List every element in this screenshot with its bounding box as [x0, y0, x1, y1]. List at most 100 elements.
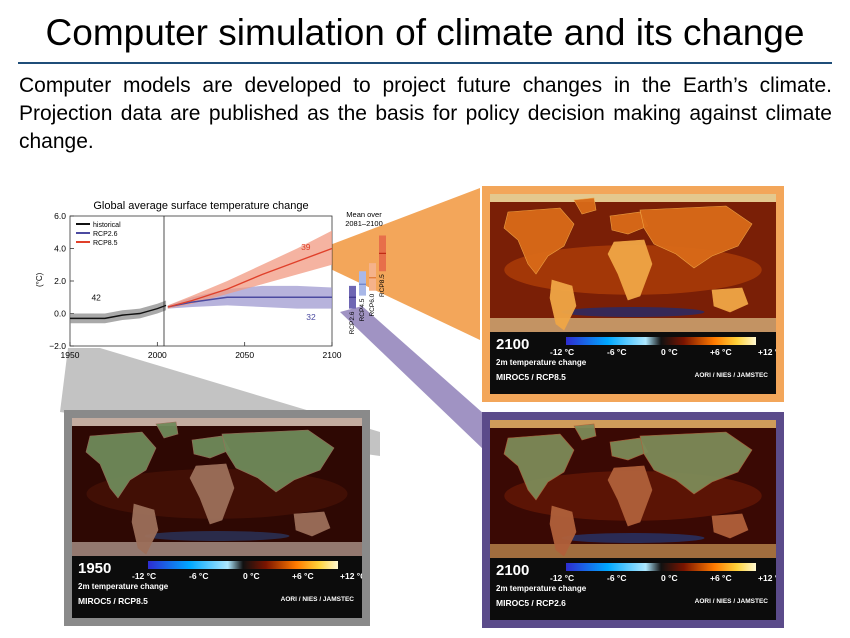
mean-bar-label: RCP8.5: [379, 274, 386, 297]
colorbar-ticks: -12 °C -6 °C 0 °C +6 °C +12 °C: [550, 573, 776, 585]
model-count-label: 39: [301, 242, 311, 252]
southern-ocean-cold-patch: [561, 307, 705, 317]
continent-south-america: [131, 503, 159, 555]
colorbar-tick: 0 °C: [243, 571, 260, 581]
colorbar-tick: -12 °C: [132, 571, 157, 581]
wedge-to-rcp85-map: [322, 188, 480, 340]
map-area: 2100 -12 °C -6 °C 0 °C +6 °C +12 °C 2m t…: [490, 194, 776, 394]
map-area: 2100 -12 °C -6 °C 0 °C +6 °C +12 °C 2m t…: [490, 420, 776, 620]
southern-ocean-cold-patch: [144, 531, 290, 541]
continent-asia: [221, 429, 335, 493]
mean-panel-period: 2081–2100: [345, 219, 383, 228]
colorbar-tick: +6 °C: [292, 571, 314, 581]
continent-africa: [189, 463, 235, 525]
line-rcp85: [167, 247, 333, 308]
continent-europe: [191, 435, 231, 459]
continent-asia: [639, 431, 753, 495]
world-map: [490, 420, 776, 558]
y-tick-label: 6.0: [54, 211, 66, 221]
line-rcp26: [167, 296, 332, 308]
continent-australia: [711, 287, 749, 313]
world-map: [490, 194, 776, 332]
map-panel-2100-rcp26: 2100 -12 °C -6 °C 0 °C +6 °C +12 °C 2m t…: [482, 412, 784, 628]
colorbar-tick: 0 °C: [661, 573, 678, 583]
colorbar-tick: -6 °C: [607, 347, 627, 357]
map-model: MIROC5 / RCP2.6: [496, 598, 566, 608]
x-tick-label: 2050: [235, 350, 254, 360]
colorbar: [148, 561, 338, 569]
map-organizations: AORI / NIES / JAMSTEC: [280, 596, 354, 603]
map-year: 1950: [78, 560, 112, 577]
continent-south-america: [549, 505, 577, 557]
y-tick-label: −2.0: [49, 341, 66, 351]
map-subtitle: 2m temperature change: [496, 584, 587, 593]
map-panel-2100-rcp85: 2100 -12 °C -6 °C 0 °C +6 °C +12 °C 2m t…: [482, 186, 784, 402]
continent-australia: [293, 511, 331, 537]
map-organizations: AORI / NIES / JAMSTEC: [694, 372, 768, 379]
colorbar-tick: +12 °C: [758, 573, 776, 583]
x-tick-label: 2100: [323, 350, 342, 360]
continent-south-america: [549, 279, 577, 331]
antarctic-region: [72, 542, 362, 556]
y-axis-label: (°C): [35, 272, 44, 287]
continent-europe: [609, 211, 649, 235]
map-model: MIROC5 / RCP8.5: [496, 372, 566, 382]
wedge-to-rcp26-map: [340, 306, 484, 450]
colorbar-tick: +12 °C: [340, 571, 362, 581]
colorbar-tick: -6 °C: [607, 573, 627, 583]
y-tick-label: 4.0: [54, 244, 66, 254]
arctic-region: [72, 418, 362, 426]
colorbar-tick: -12 °C: [550, 573, 575, 583]
model-count-label: 42: [91, 293, 101, 303]
band-rcp85: [167, 230, 332, 309]
map-year: 2100: [496, 336, 530, 353]
map-subtitle: 2m temperature change: [78, 582, 169, 591]
map-legend: 2100 -12 °C -6 °C 0 °C +6 °C +12 °C 2m t…: [490, 558, 776, 620]
temperature-chart: Global average surface temperature chang…: [35, 200, 386, 360]
continent-africa: [607, 239, 653, 301]
map-subtitle: 2m temperature change: [496, 358, 587, 367]
mean-range-bar: [359, 271, 366, 296]
arctic-region: [490, 420, 776, 428]
map-legend: 2100 -12 °C -6 °C 0 °C +6 °C +12 °C 2m t…: [490, 332, 776, 394]
legend-entry: RCP2.6: [93, 231, 118, 238]
mean-bar-label: RCP6.0: [369, 293, 376, 316]
intro-paragraph: Computer models are developed to project…: [19, 74, 832, 153]
continent-greenland: [573, 197, 597, 215]
colorbar-tick: +6 °C: [710, 573, 732, 583]
mean-panel-title: Mean over: [346, 210, 382, 219]
colorbar: [566, 563, 756, 571]
map-year: 2100: [496, 562, 530, 579]
continent-asia: [639, 205, 753, 269]
continent-africa: [607, 465, 653, 527]
map-area: 1950 -12 °C -6 °C 0 °C +6 °C +12 °C 2m t…: [72, 418, 362, 618]
slide-title: Computer simulation of climate and its c…: [45, 12, 805, 53]
continent-north-america: [503, 207, 575, 275]
legend-entry: RCP8.5: [93, 240, 118, 247]
colorbar-tick: +12 °C: [758, 347, 776, 357]
y-tick-label: 2.0: [54, 276, 66, 286]
antarctic-region: [490, 544, 776, 558]
southern-ocean-cold-patch: [561, 533, 705, 543]
continent-north-america: [85, 431, 157, 499]
map-organizations: AORI / NIES / JAMSTEC: [694, 598, 768, 605]
colorbar-tick: -12 °C: [550, 347, 575, 357]
band-historical: [70, 300, 167, 324]
colorbar-ticks: -12 °C -6 °C 0 °C +6 °C +12 °C: [550, 347, 776, 359]
continent-europe: [609, 437, 649, 461]
colorbar-tick: 0 °C: [661, 347, 678, 357]
model-count-label: 32: [306, 312, 316, 322]
colorbar-tick: -6 °C: [189, 571, 209, 581]
chart-title: Global average surface temperature chang…: [93, 200, 308, 212]
arctic-region: [490, 194, 776, 202]
line-historical: [70, 304, 167, 320]
continent-greenland: [573, 423, 597, 441]
plot-area: [69, 215, 333, 347]
y-tick-label: 0.0: [54, 309, 66, 319]
colorbar-ticks: -12 °C -6 °C 0 °C +6 °C +12 °C: [132, 571, 362, 583]
mean-range-bar: [369, 263, 376, 291]
x-tick-label: 1950: [61, 350, 80, 360]
map-legend: 1950 -12 °C -6 °C 0 °C +6 °C +12 °C 2m t…: [72, 556, 362, 618]
map-model: MIROC5 / RCP8.5: [78, 596, 148, 606]
title-divider: [18, 62, 832, 64]
